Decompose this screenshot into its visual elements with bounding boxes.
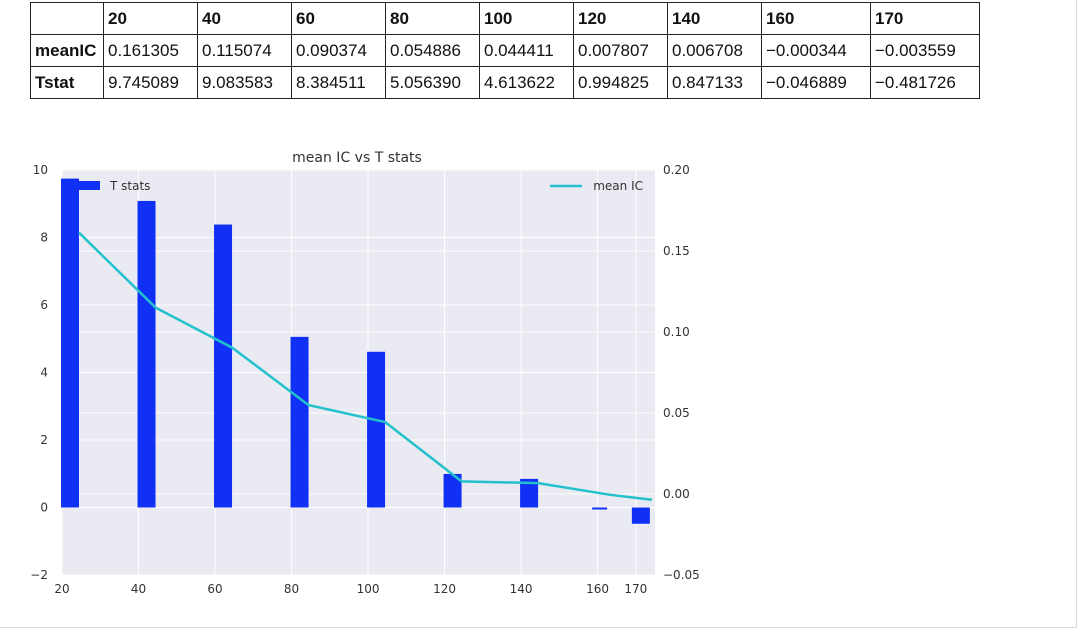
table-header-cell: 120 [573, 2, 668, 35]
y-left-tick-label: 2 [40, 433, 48, 447]
bar [61, 178, 79, 508]
chart-title: mean IC vs T stats [292, 150, 422, 166]
y-left-tick-label: 8 [40, 231, 48, 245]
table-cell: 9.083583 [197, 66, 292, 99]
y-right-tick-label: −0.05 [663, 568, 700, 582]
x-tick-label: 170 [624, 582, 647, 596]
table-header-cell: 20 [103, 2, 198, 35]
table-header-cell: 170 [870, 2, 980, 35]
y-left-tick-label: 0 [40, 501, 48, 515]
table-cell: 8.384511 [291, 66, 386, 99]
table-header-cell: 140 [667, 2, 762, 35]
stats-table: 20 40 60 80 100 120 140 160 170 meanIC 0… [30, 2, 980, 99]
table-header-cell: 40 [197, 2, 292, 35]
bar [443, 473, 462, 508]
legend-swatch-t-stats [74, 181, 100, 190]
table-cell: −0.003559 [870, 34, 980, 67]
y-right-tick-label: 0.15 [663, 244, 690, 258]
table-cell: 0.994825 [573, 66, 668, 99]
table-header-cell: 80 [385, 2, 480, 35]
table-cell: 4.613622 [479, 66, 574, 99]
x-tick-label: 60 [207, 582, 222, 596]
table-cell: 9.745089 [103, 66, 198, 99]
row-label: Tstat [30, 66, 104, 99]
table-cell: 0.044411 [479, 34, 574, 67]
bar [631, 507, 650, 524]
table-cell: −0.481726 [870, 66, 980, 99]
y-right-tick-label: 0.20 [663, 163, 690, 177]
y-right-tick-label: 0.00 [663, 487, 690, 501]
table-cell: 0.161305 [103, 34, 198, 67]
bar [290, 336, 309, 508]
table-header-cell: 160 [761, 2, 871, 35]
bar [214, 224, 233, 508]
y-right-tick-label: 0.10 [663, 325, 690, 339]
legend-label-mean-ic: mean IC [593, 179, 643, 193]
table-cell: 0.006708 [667, 34, 762, 67]
dual-axis-chart: mean IC vs T stats 20 40 60 80 100 120 140 160 1… [30, 150, 700, 596]
y-left-tick-label: −2 [30, 568, 48, 582]
bar [592, 507, 608, 510]
x-tick-label: 160 [586, 582, 609, 596]
table-row: meanIC 0.161305 0.115074 0.090374 0.0548… [30, 34, 980, 67]
table-header-row: 20 40 60 80 100 120 140 160 170 [30, 2, 980, 35]
x-tick-label: 20 [54, 582, 69, 596]
table-cell: 0.090374 [291, 34, 386, 67]
table-header-cell: 60 [291, 2, 386, 35]
x-tick-label: 140 [510, 582, 533, 596]
y-right-tick-label: 0.05 [663, 406, 690, 420]
table-cell: 5.056390 [385, 66, 480, 99]
table-header-cell: 100 [479, 2, 574, 35]
x-tick-label: 120 [433, 582, 456, 596]
table-cell: −0.046889 [761, 66, 871, 99]
legend-label-t-stats: T stats [109, 179, 150, 193]
x-tick-label: 80 [284, 582, 299, 596]
table-cell: 0.054886 [385, 34, 480, 67]
y-left-tick-label: 6 [40, 298, 48, 312]
table-cell: 0.007807 [573, 34, 668, 67]
bar [520, 478, 539, 508]
bar [137, 200, 156, 508]
x-tick-label: 100 [357, 582, 380, 596]
bar [367, 351, 386, 508]
x-tick-label: 40 [131, 582, 146, 596]
series-line-mean-ic [78, 231, 653, 502]
table-cell: 0.847133 [667, 66, 762, 99]
y-left-tick-label: 4 [40, 366, 48, 380]
table-cell: −0.000344 [761, 34, 871, 67]
table-row: Tstat 9.745089 9.083583 8.384511 5.05639… [30, 66, 980, 99]
row-label: meanIC [30, 34, 104, 67]
table-cell: 0.115074 [197, 34, 292, 67]
table-header-cell [30, 2, 104, 35]
y-left-tick-label: 10 [33, 163, 48, 177]
